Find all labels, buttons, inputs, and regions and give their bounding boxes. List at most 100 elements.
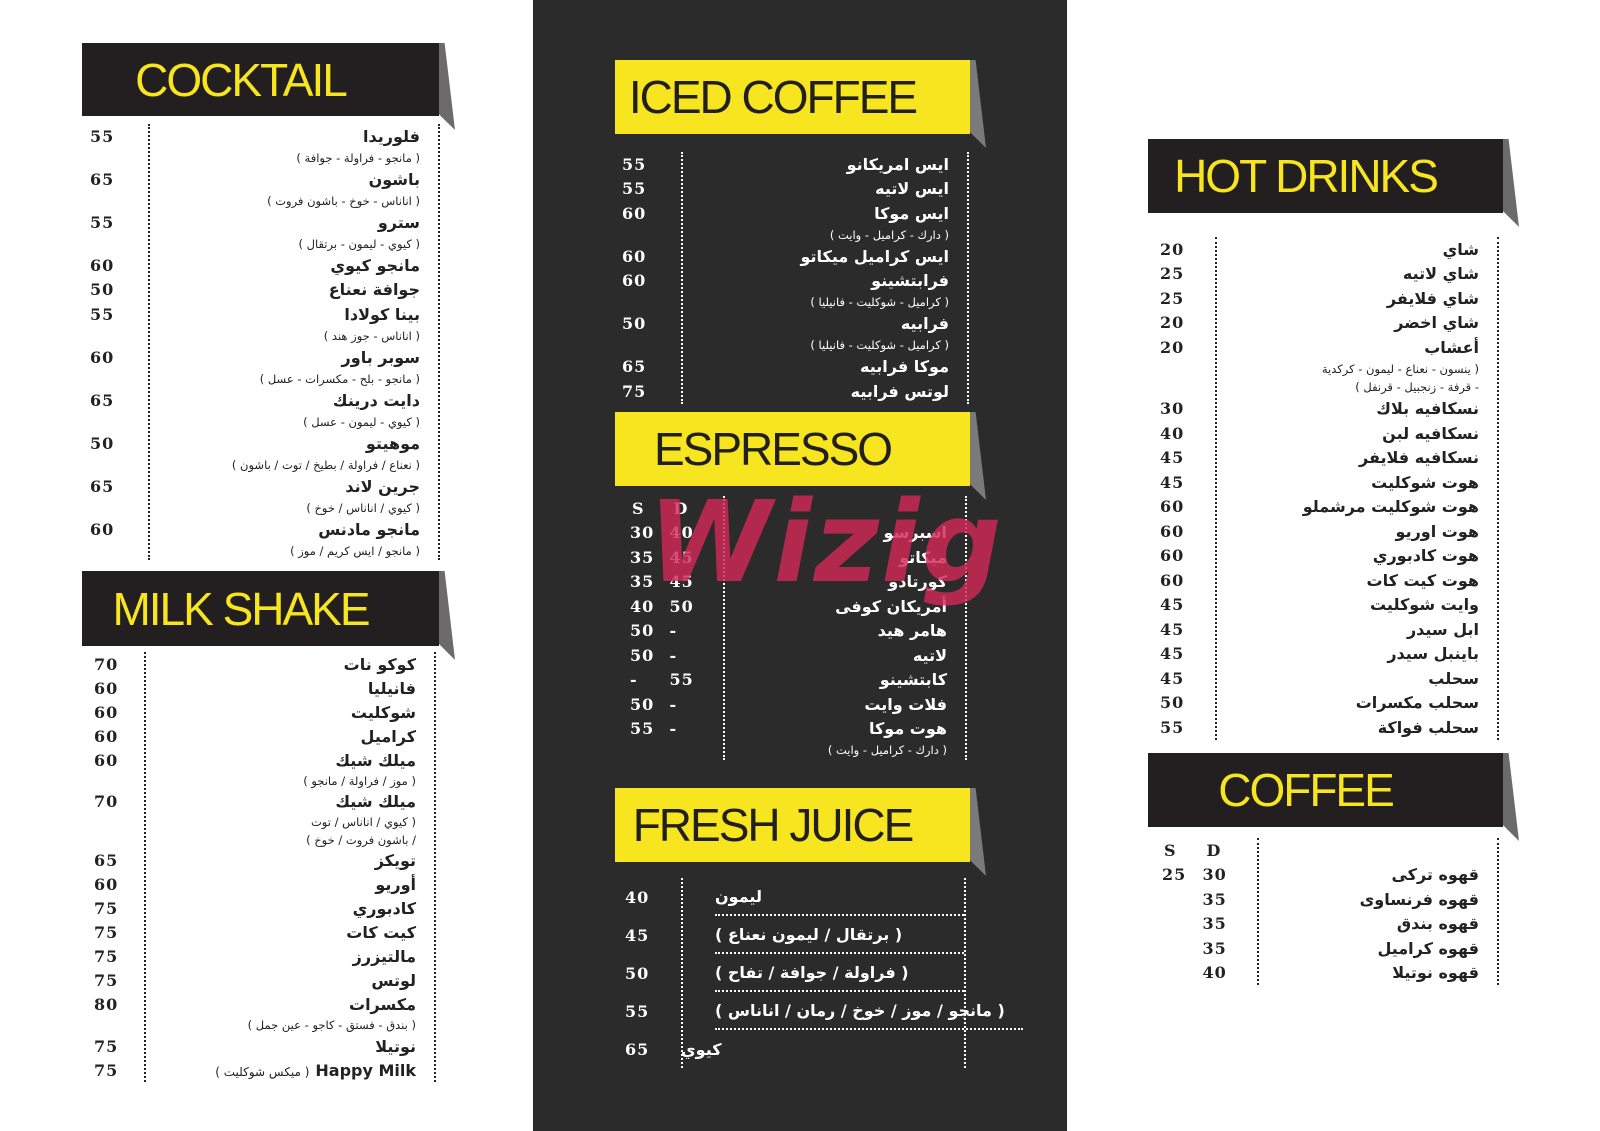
section-title: ICED COFFEE bbox=[628, 71, 918, 123]
item-name: فلوريدا bbox=[148, 127, 438, 146]
item-name: ابل سيدر bbox=[1215, 620, 1497, 639]
column-header: D bbox=[1206, 840, 1222, 860]
item-name: ايس امريكانو bbox=[681, 155, 967, 174]
item-prices: 35 45 bbox=[630, 572, 723, 591]
item-prices: 65 bbox=[625, 1040, 681, 1059]
item-name-text: أمريكان كوفى bbox=[835, 596, 947, 616]
item-price: 60 bbox=[622, 246, 647, 266]
menu-item: 45 وايت شوكليت bbox=[1160, 593, 1497, 618]
item-name: نسكافيه لبن bbox=[1215, 424, 1497, 443]
dotted-divider bbox=[1215, 237, 1217, 740]
item-name-text: سوبر باور bbox=[341, 347, 420, 367]
menu-item: 20 أعشاب bbox=[1160, 335, 1497, 360]
item-description: / باشون فروت / خوخ ) bbox=[306, 832, 416, 847]
item-prices: 75 bbox=[94, 947, 144, 966]
item-price: 50 bbox=[630, 694, 655, 714]
item-description: ( كيوي / اناناس / خوخ ) bbox=[306, 500, 420, 515]
item-prices: 40 bbox=[1162, 963, 1257, 982]
item-description-row: / باشون فروت / خوخ ) bbox=[94, 831, 434, 849]
menu-item: 60 فرابتشينو bbox=[622, 269, 967, 294]
menu-item: 60 ميلك شيك bbox=[94, 748, 434, 772]
item-name-text: قهوه فرنساوى bbox=[1359, 889, 1479, 909]
item-name: شاي فلايفر bbox=[1215, 289, 1497, 308]
menu-item: 40 50 أمريكان كوفى bbox=[630, 594, 965, 619]
item-description: ( ينسون - نعناع - ليمون - كركدية bbox=[1321, 361, 1479, 376]
item-name-text: سترو bbox=[377, 212, 420, 232]
item-name-text: باشون bbox=[368, 169, 420, 189]
item-price: 45 bbox=[1160, 595, 1185, 615]
menu-item: 25 30 قهوه تركى bbox=[1162, 863, 1497, 888]
item-price: 60 bbox=[94, 726, 119, 746]
item-price: - bbox=[669, 645, 678, 665]
item-description-row: ( دارك - كراميل - وايت ) bbox=[622, 226, 967, 245]
item-price: 60 bbox=[1160, 570, 1185, 590]
item-prices: 35 bbox=[1162, 914, 1257, 933]
item-description-row: ( اناناس - جوز هند ) bbox=[90, 327, 438, 346]
item-name-text: ميكاتو bbox=[899, 547, 947, 567]
item-price: 80 bbox=[94, 995, 119, 1014]
item-name-text: باينبل سيدر bbox=[1387, 644, 1479, 664]
item-description-row: - قرفة - زنجبيل - قرنفل ) bbox=[1160, 378, 1497, 397]
item-price: 55 bbox=[622, 179, 647, 199]
item-prices: 50 bbox=[90, 434, 148, 453]
item-name: فرابيه bbox=[681, 314, 967, 333]
item-description-row: ( كيوي - ليمون - برتقال ) bbox=[90, 235, 438, 254]
item-description-row: ( كيوي / اناناس / خوخ ) bbox=[90, 499, 438, 518]
item-description: ( كراميل - شوكليت - فانيليا ) bbox=[810, 338, 949, 353]
item-name: ميكاتو bbox=[723, 548, 965, 567]
item-description: ( كيوي / اناناس / توت bbox=[310, 815, 416, 830]
item-name: بينا كولادا bbox=[148, 305, 438, 324]
menu-item: 20 شاي اخضر bbox=[1160, 311, 1497, 336]
item-prices: 20 bbox=[1160, 240, 1215, 259]
item-name: أعشاب bbox=[1215, 338, 1497, 357]
item-price: 55 bbox=[669, 670, 694, 690]
item-name-text: هوت موكا bbox=[868, 719, 947, 739]
item-prices: 60 bbox=[94, 679, 144, 698]
menu-item: 55 ايس لاتيه bbox=[622, 177, 967, 202]
item-price: 45 bbox=[625, 925, 650, 945]
item-name-text: لوتس فرابيه bbox=[850, 381, 949, 401]
item-name: نوتيلا bbox=[144, 1037, 434, 1056]
item-name-text: قهوه نوتيلا bbox=[1392, 963, 1479, 983]
item-name-text: Happy Milk bbox=[315, 1060, 416, 1080]
item-prices: 40 50 bbox=[630, 597, 723, 616]
item-description-row: ( كراميل - شوكليت - فانيليا ) bbox=[622, 336, 967, 355]
item-prices: 50 bbox=[1160, 693, 1215, 712]
item-name-text: شاي اخضر bbox=[1394, 313, 1479, 333]
menu-item: 60 هوت كادبوري bbox=[1160, 544, 1497, 569]
item-name: أمريكان كوفى bbox=[723, 597, 965, 616]
item-price: 65 bbox=[90, 169, 115, 189]
section-banner: HOT DRINKS bbox=[1148, 139, 1519, 227]
menu-item: 55 ايس امريكانو bbox=[622, 152, 967, 177]
item-prices: 45 bbox=[1160, 448, 1215, 467]
item-prices: 20 bbox=[1160, 338, 1215, 357]
item-name-text: فرابيه bbox=[900, 314, 949, 334]
item-prices: 55- bbox=[630, 719, 723, 738]
item-prices: 60 bbox=[1160, 497, 1215, 516]
item-description-row: ( اناناس - خوخ - باشون فروت ) bbox=[90, 192, 438, 211]
price-blank bbox=[1162, 914, 1203, 933]
menu-item: 65 موكا فرابيه bbox=[622, 355, 967, 380]
item-prices: 60 bbox=[94, 703, 144, 722]
item-name: نسكافيه فلايفر bbox=[1215, 448, 1497, 467]
item-prices: 50- bbox=[630, 646, 723, 665]
item-name-text: دايت درينك bbox=[332, 390, 420, 410]
item-description-row: ( كراميل - شوكليت - فانيليا ) bbox=[622, 293, 967, 312]
menu-item: 70 كوكو نات bbox=[94, 652, 434, 676]
section-banner: ESPRESSO bbox=[615, 412, 986, 500]
item-name: فلات وايت bbox=[723, 695, 965, 714]
item-prices: 45 bbox=[1160, 669, 1215, 688]
item-price: 60 bbox=[90, 347, 115, 367]
item-price: 40 bbox=[625, 887, 650, 907]
item-name-text: نسكافيه فلايفر bbox=[1359, 448, 1479, 468]
item-price: 50 bbox=[622, 314, 647, 334]
menu-item: 30 40 اسبرسو bbox=[630, 521, 965, 546]
section-title: ESPRESSO bbox=[653, 423, 893, 475]
menu-item: 60 أوريو bbox=[94, 873, 434, 897]
item-name: قهوه تركى bbox=[1257, 865, 1497, 884]
item-price: 65 bbox=[90, 390, 115, 410]
menu-item: 45 سحلب bbox=[1160, 666, 1497, 691]
item-price: 65 bbox=[90, 476, 115, 496]
